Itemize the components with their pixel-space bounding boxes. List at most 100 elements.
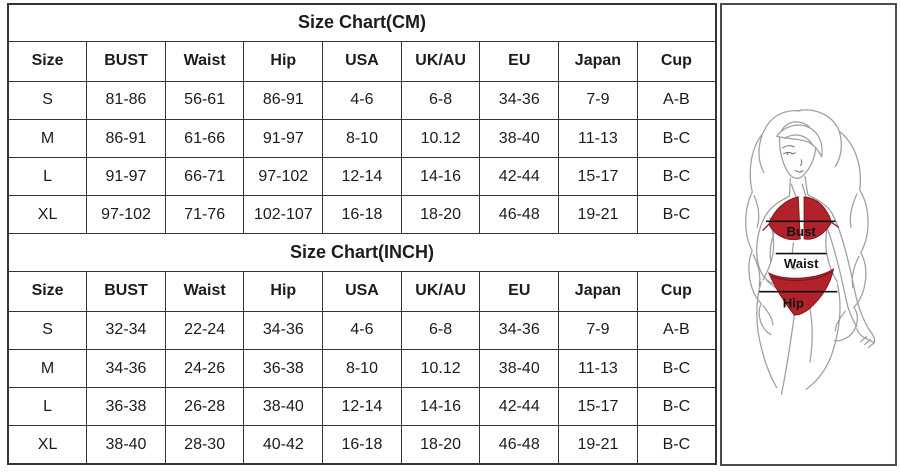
table-cell: 22-24 [164, 310, 245, 350]
table-cell: 6-8 [400, 310, 481, 350]
table-cell: 42-44 [479, 157, 560, 197]
table-cell: 12-14 [322, 387, 402, 427]
table-cell: S [7, 80, 88, 120]
table-cell: 7-9 [558, 310, 638, 350]
column-header: EU [479, 270, 560, 312]
table-cell: 11-13 [558, 348, 638, 389]
column-header: UK/AU [400, 270, 481, 312]
table-cell: 32-34 [86, 310, 166, 350]
table-cell: 86-91 [243, 80, 324, 120]
table-row: L 91-97 66-71 97-102 12-14 14-16 42-44 15-17 B-C [7, 157, 717, 197]
table-cell: 86-91 [86, 118, 166, 159]
table-cell: 8-10 [322, 348, 402, 389]
table-cell: A-B [636, 310, 717, 350]
table-cell: 38-40 [243, 387, 324, 427]
size-table-body: Size Chart(CM) Size BUST Waist Hip USA UK/AU EU… [7, 3, 717, 465]
table-cell: 8-10 [322, 118, 402, 159]
table-cell: 10.12 [400, 348, 481, 389]
table-cell: 34-36 [86, 348, 166, 389]
table-row: M 86-91 61-66 91-97 8-10 10.12 38-40 11-13 B-C [7, 118, 717, 159]
table-cell: B-C [636, 157, 717, 197]
table-cell: 66-71 [164, 157, 245, 197]
table-cell: 14-16 [400, 157, 481, 197]
column-header: BUST [86, 40, 166, 82]
table-header-row: Size BUST Waist Hip USA UK/AU EU Japan Cup [7, 270, 717, 312]
size-chart-table: Size Chart(CM) Size BUST Waist Hip USA UK/AU EU… [7, 3, 717, 465]
table-cell: 61-66 [164, 118, 245, 159]
table-cell: 12-14 [322, 157, 402, 197]
table-cell: 15-17 [558, 387, 638, 427]
table-cell: B-C [636, 118, 717, 159]
table-cell: 4-6 [322, 310, 402, 350]
table-row: XL 38-40 28-30 40-42 16-18 18-20 46-48 19-21 B-C [7, 425, 717, 465]
column-header: Japan [558, 270, 638, 312]
table-cell: M [7, 348, 88, 389]
table-cell: 91-97 [86, 157, 166, 197]
bikini-detail-lines [762, 221, 839, 282]
table-cell: 97-102 [86, 195, 166, 235]
table-cell: 18-20 [400, 195, 481, 235]
table-cell: 36-38 [243, 348, 324, 389]
table-cell: S [7, 310, 88, 350]
table-cell: 7-9 [558, 80, 638, 120]
table-cell: XL [7, 425, 88, 465]
table-header-row: Size BUST Waist Hip USA UK/AU EU Japan Cup [7, 40, 717, 82]
table-cell: 24-26 [164, 348, 245, 389]
column-header: Japan [558, 40, 638, 82]
table-row: M 34-36 24-26 36-38 8-10 10.12 38-40 11-13 B-C [7, 348, 717, 389]
table-cell: L [7, 387, 88, 427]
table-cell: 40-42 [243, 425, 324, 465]
table-cell: 19-21 [558, 195, 638, 235]
table-cell: 4-6 [322, 80, 402, 120]
column-header: UK/AU [400, 40, 481, 82]
table-cell: 102-107 [243, 195, 324, 235]
table-cell: L [7, 157, 88, 197]
column-header: USA [322, 40, 402, 82]
table-title: Size Chart(CM) [7, 3, 717, 42]
table-cell: 15-17 [558, 157, 638, 197]
column-header: Size [7, 270, 88, 312]
table-row: L 36-38 26-28 38-40 12-14 14-16 42-44 15-17 B-C [7, 387, 717, 427]
table-cell: 38-40 [479, 348, 560, 389]
table-cell: 38-40 [86, 425, 166, 465]
table-cell: 11-13 [558, 118, 638, 159]
column-header: Size [7, 40, 88, 82]
table-row: S 81-86 56-61 86-91 4-6 6-8 34-36 7-9 A-B [7, 80, 717, 120]
table-cell: 46-48 [479, 425, 560, 465]
table-row: S 32-34 22-24 34-36 4-6 6-8 34-36 7-9 A-B [7, 310, 717, 350]
table-cell: 56-61 [164, 80, 245, 120]
table-cell: 34-36 [479, 310, 560, 350]
table-cell: 10.12 [400, 118, 481, 159]
table-cell: 26-28 [164, 387, 245, 427]
column-header: Cup [636, 270, 717, 312]
table-cell: 46-48 [479, 195, 560, 235]
face-lineart [776, 121, 823, 179]
column-header: USA [322, 270, 402, 312]
column-header: Waist [164, 40, 245, 82]
table-title-row: Size Chart(CM) [7, 3, 717, 42]
table-cell: 6-8 [400, 80, 481, 120]
bust-label: Bust [787, 224, 817, 239]
table-cell: 71-76 [164, 195, 245, 235]
table-title-row: Size Chart(INCH) [7, 233, 717, 272]
bikini-top-left-cup [768, 196, 801, 241]
measurement-figure-panel: Bust Waist Hip [720, 3, 897, 466]
table-cell: 18-20 [400, 425, 481, 465]
table-cell: B-C [636, 387, 717, 427]
table-cell: B-C [636, 195, 717, 235]
waist-label: Waist [784, 256, 819, 271]
table-cell: 28-30 [164, 425, 245, 465]
table-cell: 42-44 [479, 387, 560, 427]
table-cell: 97-102 [243, 157, 324, 197]
table-title: Size Chart(INCH) [7, 233, 717, 272]
table-cell: 14-16 [400, 387, 481, 427]
woman-body-measurement-illustration: Bust Waist Hip [745, 109, 876, 395]
table-cell: A-B [636, 80, 717, 120]
hip-label: Hip [783, 295, 804, 310]
column-header: EU [479, 40, 560, 82]
face-features [782, 145, 804, 173]
table-cell: 91-97 [243, 118, 324, 159]
column-header: Cup [636, 40, 717, 82]
table-cell: 36-38 [86, 387, 166, 427]
